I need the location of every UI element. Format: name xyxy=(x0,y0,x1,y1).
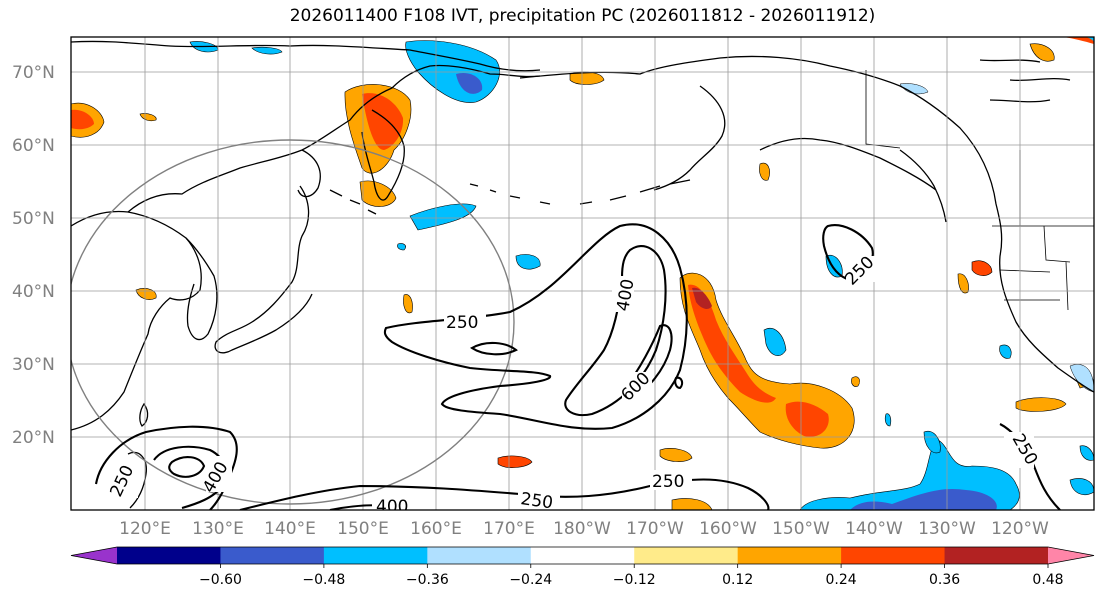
lon-label: 130°E xyxy=(192,519,244,539)
ivt-contour-labels: 250 400 600 250 400 250 250 400 250 250 xyxy=(106,252,1041,517)
lon-label: 140°E xyxy=(264,519,316,539)
border-alaska-canada xyxy=(865,70,901,149)
coastline-korea-china xyxy=(71,211,202,431)
colorbar-tick-label: 0.12 xyxy=(722,572,753,588)
lat-label: 50°N xyxy=(12,209,55,229)
latitude-labels: 70°N 60°N 50°N 40°N 30°N 20°N xyxy=(12,63,55,448)
colorbar-segment xyxy=(117,547,221,564)
lon-label: 120°W xyxy=(991,519,1049,539)
colorbar-tick-label: −0.24 xyxy=(509,572,552,588)
colorbar-segment xyxy=(841,547,946,564)
coastline-asia xyxy=(71,64,541,227)
colorbar: −0.60 −0.48 −0.36 −0.24 −0.12 0.12 0.24 0.36 0.4… xyxy=(70,546,1095,588)
lon-label: 160°E xyxy=(410,519,462,539)
coastline-bc xyxy=(899,149,947,223)
colorbar-outline xyxy=(70,546,1095,565)
contour-label: 250 xyxy=(446,313,478,333)
colorbar-segment xyxy=(220,547,325,564)
colorbar-tick-label: 0.36 xyxy=(929,572,960,588)
lon-label: 170°W xyxy=(626,519,684,539)
contour-label: 250 xyxy=(519,489,554,513)
lat-label: 20°N xyxy=(12,428,55,448)
colorbar-segment xyxy=(427,547,532,564)
colorbar-tick-label: −0.60 xyxy=(199,572,242,588)
colorbar-tick-label: 0.48 xyxy=(1032,572,1063,588)
colorbar-extend-high xyxy=(1048,547,1094,564)
lon-label: 130°W xyxy=(918,519,976,539)
lon-label: 150°W xyxy=(772,519,830,539)
coastline-aleutians xyxy=(469,179,691,205)
lon-label: 150°E xyxy=(337,519,389,539)
contour-label: 400 xyxy=(376,497,408,517)
colorbar-tick-label: −0.48 xyxy=(302,572,345,588)
map-area: 250 400 600 250 400 250 250 400 250 250 xyxy=(71,37,1094,517)
map-title: 2026011400 F108 IVT, precipitation PC (2… xyxy=(289,6,876,26)
coastline-japan xyxy=(214,185,313,354)
coastlines xyxy=(71,40,1094,509)
coastline-philippines xyxy=(127,451,147,509)
negative-precip-anomalies xyxy=(189,37,1094,510)
lat-label: 60°N xyxy=(12,136,55,156)
colorbar-tick-label: −0.12 xyxy=(613,572,656,588)
coastline-alaska xyxy=(519,55,1094,393)
longitude-labels: 120°E 130°E 140°E 150°E 160°E 170°E 180°… xyxy=(119,519,1049,539)
coastline-kurils xyxy=(329,189,377,215)
lat-label: 40°N xyxy=(12,282,55,302)
gridlines xyxy=(71,37,1094,510)
lon-label: 170°E xyxy=(483,519,535,539)
lat-label: 30°N xyxy=(12,355,55,375)
contour-label: 250 xyxy=(652,472,684,492)
lat-label: 70°N xyxy=(12,63,55,83)
coastline-kamchatka xyxy=(361,109,405,201)
map-frame xyxy=(70,36,1095,511)
colorbar-segment xyxy=(323,547,428,564)
colorbar-tick-label: 0.24 xyxy=(826,572,857,588)
colorbar-segment xyxy=(944,547,1049,564)
colorbar-segment xyxy=(530,547,635,564)
colorbar-extend-low xyxy=(71,547,117,564)
lon-label: 160°W xyxy=(699,519,757,539)
lon-label: 140°W xyxy=(845,519,903,539)
lon-label: 180°W xyxy=(553,519,611,539)
colorbar-segment xyxy=(737,547,842,564)
lon-label: 120°E xyxy=(119,519,171,539)
colorbar-segment xyxy=(634,547,739,564)
domain-circle xyxy=(71,139,515,505)
colorbar-tick-label: −0.36 xyxy=(406,572,449,588)
ivt-contour-250-main xyxy=(383,223,688,430)
